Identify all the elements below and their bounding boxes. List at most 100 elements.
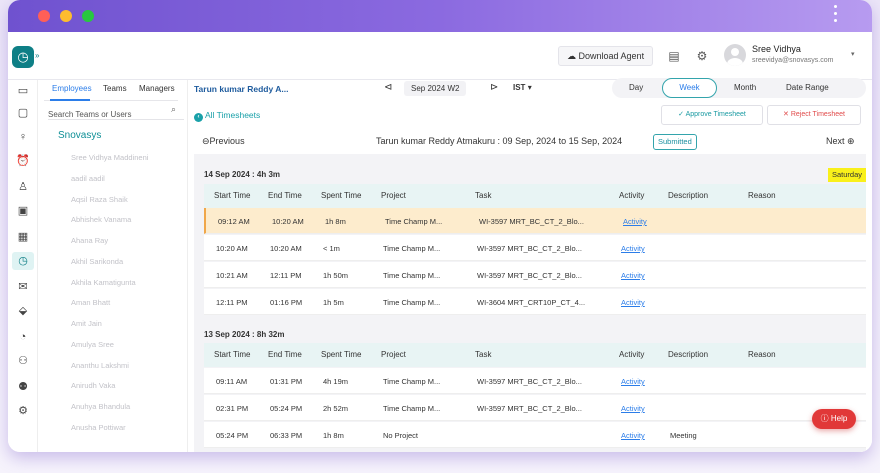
search-input[interactable] [48,110,158,119]
activity-link[interactable]: Activity [623,217,647,226]
settings-icon[interactable]: ⚙ [18,405,28,417]
timesheet-clock-icon[interactable]: ◷ [12,252,34,270]
table-row[interactable]: 10:21 AM 12:11 PM 1h 50m Time Champ M...… [204,262,866,288]
table-row[interactable]: 10:20 AM 10:20 AM < 1m Time Champ M... W… [204,235,866,261]
employee-item[interactable]: Anirudh Vaka [71,381,116,390]
monitor-icon[interactable]: ▭ [17,85,29,97]
cell-task: WI-3597 MRT_BC_CT_2_Blo... [477,404,582,413]
cell-spent: < 1m [323,244,340,253]
selected-user[interactable]: Tarun kumar Reddy A... [194,84,289,94]
employee-item[interactable]: Ahana Ray [71,236,109,245]
col-description: Description [668,350,709,359]
table-row[interactable]: 09:12 AM 10:20 AM 1h 8m Time Champ M... … [204,208,866,234]
user-icon[interactable]: ♙ [18,181,28,193]
alarm-icon[interactable]: ⏰ [16,155,30,167]
timezone-select[interactable]: IST ▾ [513,83,532,92]
close-icon: ✕ [783,111,789,118]
week-picker[interactable]: Sep 2024 W2 [404,81,467,96]
cell-end: 05:24 PM [270,404,303,413]
download-agent-button[interactable]: ☁ Download Agent [558,46,654,66]
employee-item[interactable]: Amulya Sree [71,340,114,349]
cell-spent: 2h 52m [323,404,349,413]
cell-description: Meeting [670,431,697,440]
mail-icon[interactable]: ✉ [18,281,28,293]
employee-item[interactable]: Ananthu Lakshmi [71,361,129,370]
col-end-time: End Time [268,191,302,200]
tab-teams[interactable]: Teams [103,84,127,93]
avatar[interactable] [724,44,746,66]
status-badge: Submitted [653,134,697,150]
cell-start: 10:20 AM [216,244,248,253]
table-row[interactable]: 09:11 AM 01:31 PM 4h 19m Time Champ M...… [204,368,866,394]
employee-item[interactable]: Sree Vidhya Maddineni [71,153,149,162]
employee-item[interactable]: Anuhya Bhandula [71,402,131,411]
timer-icon[interactable]: ◔ [19,331,27,343]
col-project: Project [381,350,406,359]
search-box: ⌕ [48,104,184,120]
activity-link[interactable]: Activity [621,244,645,253]
table-header: Start Time End Time Spent Time Project T… [204,343,866,367]
calendar-icon[interactable]: ▢ [17,107,29,119]
table-row[interactable]: 02:31 PM 05:24 PM 2h 52m Time Champ M...… [204,395,866,421]
employee-item[interactable]: Akhila Kamatigunta [71,278,136,287]
activity-link[interactable]: Activity [621,298,645,307]
next-week-icon[interactable]: ⊳ [490,82,499,93]
search-icon[interactable]: ⌕ [170,104,176,114]
approve-label: Approve Timesheet [685,111,746,118]
activity-link[interactable]: Activity [621,377,645,386]
cell-task: WI-3597 MRT_BC_CT_2_Blo... [477,271,582,280]
filter-bar: Tarun kumar Reddy A... ⊲ Sep 2024 W2 ⊳ I… [188,78,872,100]
activity-link[interactable]: Activity [621,271,645,280]
col-activity: Activity [619,350,645,359]
reject-timesheet-button[interactable]: ✕ Reject Timesheet [767,105,861,125]
activity-link[interactable]: Activity [621,431,645,440]
gear-icon[interactable]: ⚙ [696,49,708,63]
tab-managers[interactable]: Managers [139,84,175,93]
expand-sidebar-icon[interactable]: » [35,51,40,60]
employee-item[interactable]: Akhil Sarikonda [71,257,124,266]
close-window-button[interactable] [38,10,50,22]
cell-end: 01:31 PM [270,377,303,386]
org-name[interactable]: Snovasys [58,130,102,141]
cell-end: 10:20 AM [272,217,304,226]
cell-task: WI-3604 MRT_CRT10P_CT_4... [477,298,586,307]
approve-timesheet-button[interactable]: ✓ Approve Timesheet [661,105,763,125]
activity-link[interactable]: Activity [621,404,645,413]
employee-item[interactable]: Aqsil Raza Shaik [71,195,128,204]
briefcase-icon[interactable]: ▣ [17,205,29,217]
col-task: Task [475,350,492,359]
schedule-icon[interactable]: ▦ [17,231,29,243]
previous-button[interactable]: ⊖Previous [202,136,245,147]
table-row[interactable]: 05:24 PM 06:33 PM 1h 8m No Project Activ… [204,422,866,448]
lightbulb-icon[interactable]: ♀ [18,131,28,143]
table-row[interactable]: 12:11 PM 01:16 PM 1h 5m Time Champ M... … [204,289,866,315]
more-options-icon[interactable] [834,5,838,26]
range-day[interactable]: Day [629,83,644,92]
next-button[interactable]: Next ⊕ [826,136,855,147]
icon-sidebar: ▭ ▢ ♀ ⏰ ♙ ▣ ▦ ◷ ✉ ⬙ ◔ ⚇ ⚉ ⚙ [8,80,38,452]
range-week[interactable]: Week [662,78,717,98]
minimize-window-button[interactable] [60,10,72,22]
all-timesheets-link[interactable]: ‹ All Timesheets [194,110,260,122]
maximize-window-button[interactable] [82,10,94,22]
employee-item[interactable]: Amit Jain [71,319,102,328]
timesheet-content: 14 Sep 2024 : 4h 3m Saturday Start Time … [194,154,866,452]
employee-item[interactable]: Abhishek Vanama [71,215,132,224]
employee-item[interactable]: aadil aadil [71,174,105,183]
document-icon[interactable]: ▤ [668,49,680,63]
employee-item[interactable]: Aman Bhatt [71,298,111,307]
graduation-icon[interactable]: ⬙ [18,305,28,317]
previous-week-icon[interactable]: ⊲ [384,82,393,93]
range-date-range[interactable]: Date Range [786,83,829,92]
cell-task: WI-3597 MRT_BC_CT_2_Blo... [477,377,582,386]
col-spent-time: Spent Time [321,350,362,359]
org-chart-icon[interactable]: ⚉ [18,381,28,393]
users-icon[interactable]: ⚇ [18,355,28,367]
employee-item[interactable]: Anusha Pottiwar [71,423,126,432]
cell-task: WI-3597 MRT_BC_CT_2_Blo... [477,244,582,253]
chevron-down-icon[interactable]: ▾ [851,51,855,58]
cell-start: 02:31 PM [216,404,249,413]
help-button[interactable]: ⓘ Help [812,409,856,429]
range-month[interactable]: Month [734,83,757,92]
tab-employees[interactable]: Employees [52,84,92,93]
